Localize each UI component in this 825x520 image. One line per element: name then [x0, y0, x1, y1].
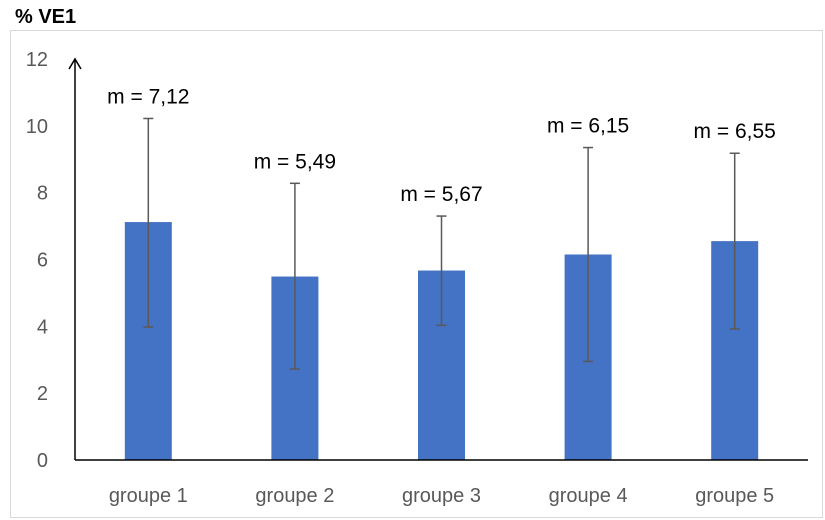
y-tick-label: 0	[37, 450, 48, 472]
data-label: m = 5,67	[400, 183, 482, 206]
category-label: groupe 2	[255, 485, 334, 507]
y-tick-label: 8	[37, 183, 48, 205]
category-label: groupe 3	[402, 485, 481, 507]
y-axis-arrow-icon	[68, 57, 82, 70]
data-label: m = 6,55	[694, 120, 776, 143]
data-label: m = 5,49	[254, 150, 336, 173]
y-tick-label: 2	[37, 383, 48, 405]
category-label: groupe 1	[109, 485, 188, 507]
y-tick-label: 6	[37, 250, 48, 272]
y-tick-label: 12	[26, 49, 48, 71]
chart-title: % VE1	[15, 6, 77, 28]
data-label: m = 7,12	[107, 85, 189, 108]
y-tick-label: 10	[26, 116, 48, 138]
category-label: groupe 4	[549, 485, 628, 507]
category-label: groupe 5	[695, 485, 774, 507]
data-label: m = 6,15	[547, 115, 629, 138]
y-tick-label: 4	[37, 316, 48, 338]
chart-frame	[10, 30, 823, 518]
